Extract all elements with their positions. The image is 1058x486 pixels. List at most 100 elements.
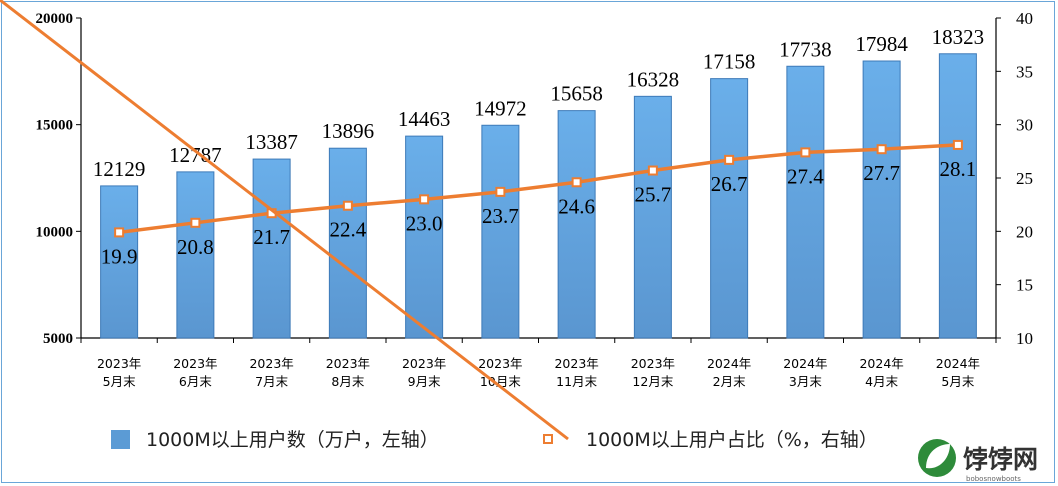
x-tick-label-line: 2023年 bbox=[97, 356, 141, 371]
y-right-tick-label: 25 bbox=[1016, 169, 1033, 188]
line-marker bbox=[419, 194, 430, 205]
line-marker bbox=[495, 186, 506, 197]
x-tick-label-line: 2023年 bbox=[478, 356, 522, 371]
x-tick-label-line: 12月末 bbox=[632, 374, 673, 389]
line-marker bbox=[876, 144, 887, 155]
bar-value-label: 15658 bbox=[550, 82, 603, 106]
line-marker bbox=[647, 165, 658, 176]
y-right-tick-label: 10 bbox=[1016, 329, 1033, 348]
legend-line-label: 1000M以上用户占比（%，右轴） bbox=[586, 429, 878, 451]
y-left-tick-label: 5000 bbox=[43, 331, 73, 347]
bar-value-label: 13896 bbox=[322, 119, 375, 143]
bar bbox=[481, 124, 520, 339]
x-tick-label: 2024年 4月末 bbox=[859, 356, 903, 389]
bar bbox=[633, 95, 672, 339]
bar bbox=[862, 60, 901, 339]
x-tick-label-line: 5月末 bbox=[103, 374, 136, 389]
y-right-tick-label: 30 bbox=[1016, 116, 1033, 135]
x-tick-label-line: 4月末 bbox=[865, 374, 898, 389]
line-value-label: 27.7 bbox=[863, 161, 900, 185]
bar-value-label: 13387 bbox=[245, 130, 298, 154]
x-tick-label-line: 2023年 bbox=[173, 356, 217, 371]
watermark-subtext: bobosnowboots bbox=[966, 475, 1021, 483]
line-value-label: 20.8 bbox=[177, 235, 214, 259]
x-tick-label: 2023年 12月末 bbox=[631, 356, 675, 389]
x-tick-label-line: 6月末 bbox=[179, 374, 212, 389]
bar bbox=[328, 147, 367, 339]
bar bbox=[176, 171, 215, 339]
y-right-tick-label: 35 bbox=[1016, 62, 1033, 81]
y-right-tick-label: 40 bbox=[1016, 9, 1033, 28]
line-marker bbox=[342, 200, 353, 211]
bar-value-label: 14972 bbox=[474, 96, 527, 120]
x-tick-label-line: 3月末 bbox=[789, 374, 822, 389]
line-value-label: 27.4 bbox=[787, 164, 824, 188]
y-right-tick-label: 20 bbox=[1016, 222, 1033, 241]
line-value-label: 28.1 bbox=[940, 157, 977, 181]
bar bbox=[557, 110, 596, 339]
x-tick-label: 2023年 11月末 bbox=[554, 356, 598, 389]
bar bbox=[252, 158, 291, 339]
bar bbox=[710, 78, 749, 339]
bar-value-label: 16328 bbox=[627, 67, 680, 91]
legend-bar-label: 1000M以上用户数（万户，左轴） bbox=[146, 429, 439, 451]
bar bbox=[405, 135, 444, 339]
x-tick-label-line: 2月末 bbox=[713, 374, 746, 389]
x-tick-label-line: 2024年 bbox=[707, 356, 751, 371]
bar-value-label: 14463 bbox=[398, 107, 451, 131]
line-marker bbox=[800, 147, 811, 158]
x-tick-label: 2024年 2月末 bbox=[707, 356, 751, 389]
line-path bbox=[118, 143, 958, 235]
x-tick-label-line: 9月末 bbox=[408, 374, 441, 389]
watermark-leaf-icon bbox=[926, 444, 950, 469]
bar bbox=[786, 65, 825, 339]
x-tick-label-line: 2023年 bbox=[554, 356, 598, 371]
legend-bar-swatch bbox=[111, 430, 130, 449]
line-value-label: 26.7 bbox=[711, 172, 748, 196]
line-value-label: 23.7 bbox=[482, 204, 519, 228]
bars bbox=[100, 53, 977, 339]
line-value-label: 19.9 bbox=[101, 244, 138, 268]
y-left-tick-label: 10000 bbox=[36, 224, 74, 240]
line-value-label: 23.0 bbox=[406, 211, 443, 235]
x-tick-label-line: 5月末 bbox=[941, 374, 974, 389]
watermark-text: 饽饽网 bbox=[963, 445, 1038, 474]
y-right-tick-label: 15 bbox=[1016, 276, 1033, 295]
x-tick-label-line: 2023年 bbox=[326, 356, 370, 371]
legend-line-swatch bbox=[0, 0, 569, 441]
x-tick-label-line: 2023年 bbox=[402, 356, 446, 371]
x-tick-label-line: 2024年 bbox=[936, 356, 980, 371]
watermark: 饽饽网 bobosnowboots bbox=[918, 439, 1038, 483]
line-marker bbox=[190, 217, 201, 228]
line-value-label: 24.6 bbox=[558, 194, 595, 218]
x-tick-label: 2023年 8月末 bbox=[326, 356, 370, 389]
legend: 1000M以上用户数（万户，左轴） 1000M以上用户占比（%，右轴） bbox=[0, 0, 878, 451]
axes: 5000 10000 15000 20000 10 15 20 25 30 35 40 2023年 5月… bbox=[36, 9, 1034, 389]
x-tick-label-line: 2024年 bbox=[783, 356, 827, 371]
bar-value-label: 17984 bbox=[855, 32, 908, 56]
x-tick-label: 2023年 7月末 bbox=[249, 356, 293, 389]
line-value-label: 22.4 bbox=[330, 218, 367, 242]
legend-line-marker bbox=[543, 434, 553, 444]
line-series bbox=[114, 139, 963, 238]
x-tick-label: 2023年 9月末 bbox=[402, 356, 446, 389]
line-marker bbox=[952, 139, 963, 150]
line-value-label: 21.7 bbox=[253, 225, 290, 249]
x-tick-label-line: 11月末 bbox=[556, 374, 597, 389]
x-tick-label: 2023年 6月末 bbox=[173, 356, 217, 389]
x-tick-label-line: 2024年 bbox=[859, 356, 903, 371]
y-left-tick-label: 15000 bbox=[36, 118, 74, 134]
data-labels: 12129 12787 13387 13896 14463 14972 15658 16328… bbox=[93, 25, 984, 269]
line-marker bbox=[724, 154, 735, 165]
line-marker bbox=[571, 177, 582, 188]
bar-value-label: 12787 bbox=[169, 143, 222, 167]
line-value-label: 25.7 bbox=[635, 183, 672, 207]
x-tick-label-line: 8月末 bbox=[331, 374, 364, 389]
line-marker bbox=[114, 227, 125, 238]
x-tick-label-line: 2023年 bbox=[631, 356, 675, 371]
x-tick-label: 2024年 3月末 bbox=[783, 356, 827, 389]
x-tick-label: 2024年 5月末 bbox=[936, 356, 980, 389]
bar-value-label: 17738 bbox=[779, 37, 832, 61]
x-tick-label: 2023年 5月末 bbox=[97, 356, 141, 389]
